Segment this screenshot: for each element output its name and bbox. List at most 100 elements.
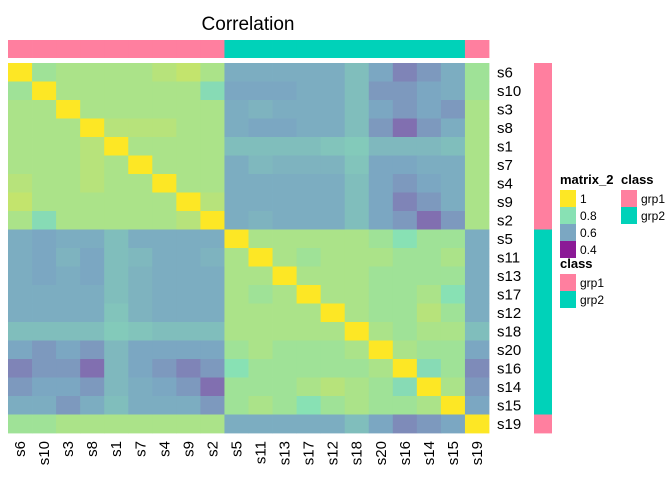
heatmap-cell-s1-s19 [464,137,490,156]
legend-class-top-title: class [621,172,654,187]
heatmap-cell-s18-s8 [80,322,105,341]
legend-class-bottom-swatch-grp1 [560,274,576,291]
heatmap-cell-s5-s2 [200,229,225,249]
heatmap-cell-s11-s14 [416,248,442,267]
heatmap-cell-s18-s17 [296,322,322,341]
heatmap-cell-s7-s11 [248,155,273,175]
heatmap-cell-s1-s14 [416,137,442,156]
heatmap-cell-s4-s16 [392,174,418,193]
heatmap-cell-s14-s9 [176,377,201,397]
top-annotation-cell-s7 [128,40,153,58]
heatmap-cell-s5-s10 [32,229,57,249]
right-annotation-cell-s5 [534,229,552,249]
heatmap-cell-s17-s4 [152,285,177,304]
heatmap-cell-s13-s6 [8,266,33,286]
column-label-s5: s5 [228,441,245,457]
legend-matrix-2-label-3: 0.4 [580,243,597,257]
heatmap-cell-s7-s18 [344,155,370,175]
heatmap-cell-s17-s19 [464,285,490,304]
heatmap-cell-s13-s19 [464,266,490,286]
legend-class-top-swatch-grp1 [621,190,637,207]
column-label-s15: s15 [445,441,462,465]
column-label-s3: s3 [60,441,77,457]
right-annotation-cell-s16 [534,359,552,378]
row-label-s6: s6 [497,64,513,81]
heatmap-cell-s2-s6 [8,211,33,230]
heatmap-cell-s13-s7 [128,266,153,286]
heatmap-cell-s11-s3 [56,248,81,267]
row-label-s20: s20 [497,342,521,359]
heatmap-cell-s6-s11 [248,63,273,82]
top-annotation-cell-s20 [368,40,394,58]
top-annotation-cell-s18 [344,40,370,58]
legend-matrix-2-label-1: 0.8 [580,209,597,223]
legend-class-bottom-label-grp1: grp1 [580,276,604,290]
right-annotation-cell-s1 [534,137,552,156]
heatmap-cell-s14-s16 [392,377,418,397]
heatmap-cell-s2-s14 [416,211,442,230]
heatmap-cell-s12-s1 [104,303,129,323]
top-annotation-cell-s9 [176,40,201,58]
heatmap-cell-s17-s11 [248,285,273,304]
heatmap-cell-s14-s7 [128,377,153,397]
heatmap-cell-s5-s16 [392,229,418,249]
column-label-s14: s14 [421,441,438,465]
row-label-s16: s16 [497,360,521,377]
heatmap-cell-s4-s3 [56,174,81,193]
column-label-s1: s1 [108,441,125,457]
heatmap-cell-s6-s16 [392,63,418,82]
heatmap-cell-s2-s11 [248,211,273,230]
heatmap-cell-s20-s9 [176,340,201,360]
heatmap-cell-s1-s17 [296,137,322,156]
heatmap-cell-s9-s1 [104,192,129,212]
heatmap-cell-s9-s16 [392,192,418,212]
heatmap-cell-s10-s16 [392,81,418,101]
heatmap-cell-s14-s19 [464,377,490,397]
heatmap-cell-s12-s20 [368,303,394,323]
heatmap-cell-s7-s6 [8,155,33,175]
heatmap-cell-s15-s8 [80,396,105,415]
heatmap-cell-s18-s20 [368,322,394,341]
heatmap-cell-s13-s4 [152,266,177,286]
heatmap-cell-s14-s13 [272,377,297,397]
row-label-s10: s10 [497,83,521,100]
heatmap-cell-s6-s6 [8,63,33,82]
heatmap-cell-s17-s20 [368,285,394,304]
column-label-s17: s17 [301,441,318,465]
heatmap-cell-s10-s14 [416,81,442,101]
heatmap-cell-s11-s10 [32,248,57,267]
right-annotation-cell-s2 [534,211,552,230]
top-annotation-cell-s2 [200,40,225,58]
heatmap-cell-s11-s7 [128,248,153,267]
legends: matrix_2 1 0.8 0.6 0.4 class grp1 grp2 class… [560,172,665,308]
heatmap-cell-s8-s19 [464,118,490,138]
heatmap-cell-s5-s18 [344,229,370,249]
heatmap-cell-s12-s18 [344,303,370,323]
heatmap-cell-s6-s13 [272,63,297,82]
heatmap-cell-s3-s12 [320,100,346,119]
chart-title: Correlation [202,14,295,35]
heatmap-cell-s3-s16 [392,100,418,119]
heatmap-cell-s7-s7 [128,155,153,175]
legend-class-bottom-label-grp2: grp2 [580,293,604,307]
column-label-s10: s10 [36,441,53,465]
heatmap-cell-s11-s2 [200,248,225,267]
heatmap-cell-s20-s12 [320,340,346,360]
legend-matrix-2-swatch-3 [560,241,576,258]
heatmap-cell-s12-s4 [152,303,177,323]
legend-class-top-label-grp1: grp1 [641,192,665,206]
heatmap-cell-s20-s7 [128,340,153,360]
heatmap-cell-s2-s19 [464,211,490,230]
heatmap-cell-s5-s11 [248,229,273,249]
heatmap-cell-s3-s14 [416,100,442,119]
heatmap-cell-s5-s3 [56,229,81,249]
heatmap-cell-s5-s4 [152,229,177,249]
heatmap-cell-s11-s6 [8,248,33,267]
heatmap-cell-s7-s19 [464,155,490,175]
row-label-s1: s1 [497,138,513,155]
right-annotation-cell-s18 [534,322,552,341]
heatmap-cell-s3-s5 [224,100,249,119]
heatmap-cell-s10-s11 [248,81,273,101]
heatmap-cell-s4-s6 [8,174,33,193]
